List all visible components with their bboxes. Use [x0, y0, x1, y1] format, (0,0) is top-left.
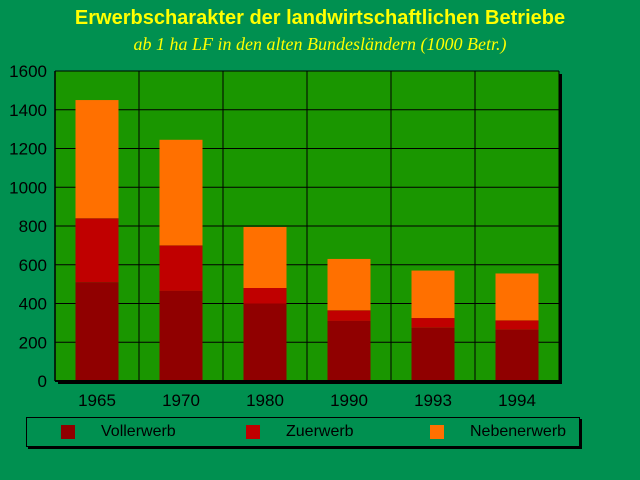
bar-vollerwerb-1980 [243, 303, 287, 381]
bar-nebenerwerb-1990 [327, 258, 371, 311]
bar-zuerwerb-1970 [159, 245, 203, 291]
bar-nebenerwerb-1980 [243, 226, 287, 288]
legend-swatch-zuerwerb [246, 425, 260, 439]
bar-zuerwerb-1980 [243, 288, 287, 304]
bar-nebenerwerb-1965 [75, 100, 119, 219]
bar-vollerwerb-1993 [411, 327, 455, 381]
y-tick-label: 800 [19, 217, 47, 236]
y-tick-label: 1400 [9, 101, 47, 120]
legend-label-zuerwerb: Zuerwerb [286, 423, 354, 440]
bar-zuerwerb-1994 [495, 320, 539, 330]
legend-swatch-nebenerwerb [430, 425, 444, 439]
bar-nebenerwerb-1993 [411, 270, 455, 319]
x-tick-label: 1994 [498, 391, 536, 410]
legend: Vollerwerb Zuerwerb Nebenerwerb [26, 417, 580, 447]
bar-vollerwerb-1970 [159, 290, 203, 381]
y-tick-label: 400 [19, 295, 47, 314]
bar-zuerwerb-1993 [411, 318, 455, 328]
bar-nebenerwerb-1994 [495, 273, 539, 321]
y-tick-label: 1600 [9, 62, 47, 81]
stacked-bar-chart: 0 200 400 600 800 1000 1200 1400 1600 1965 1970 198… [9, 62, 562, 410]
y-tick-label: 1200 [9, 140, 47, 159]
x-tick-label: 1990 [330, 391, 368, 410]
x-tick-label: 1993 [414, 391, 452, 410]
bar-vollerwerb-1994 [495, 329, 539, 381]
x-tick-label: 1980 [246, 391, 284, 410]
legend-label-vollerwerb: Vollerwerb [101, 423, 176, 440]
chart-title: Erwerbscharakter der landwirtschaftliche… [74, 7, 566, 29]
legend-label-nebenerwerb: Nebenerwerb [470, 423, 567, 440]
bar-vollerwerb-1990 [327, 320, 371, 381]
bar-zuerwerb-1990 [327, 310, 371, 321]
y-tick-label: 0 [38, 372, 47, 391]
x-tick-label: 1970 [162, 391, 200, 410]
y-tick-label: 600 [19, 256, 47, 275]
bar-zuerwerb-1965 [75, 218, 119, 283]
x-tick-label: 1965 [78, 391, 116, 410]
bar-vollerwerb-1965 [75, 282, 119, 381]
y-tick-label: 200 [19, 333, 47, 352]
y-tick-label: 1000 [9, 178, 47, 197]
bar-nebenerwerb-1970 [159, 139, 203, 246]
chart-subtitle: ab 1 ha LF in den alten Bundesländern (1… [133, 34, 507, 54]
legend-swatch-vollerwerb [61, 425, 75, 439]
